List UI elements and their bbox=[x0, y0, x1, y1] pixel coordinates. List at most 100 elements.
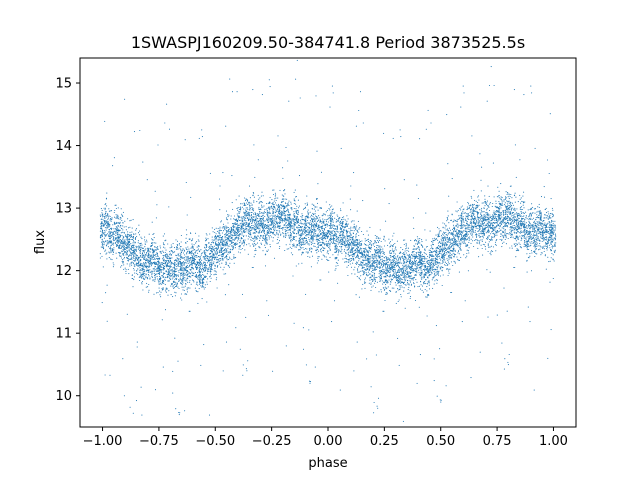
data-point bbox=[100, 236, 102, 239]
data-point bbox=[304, 247, 307, 250]
data-point bbox=[291, 247, 293, 250]
data-point bbox=[206, 256, 208, 258]
data-point bbox=[323, 247, 325, 249]
data-point bbox=[335, 239, 338, 241]
data-point bbox=[236, 207, 238, 210]
data-point bbox=[288, 236, 290, 238]
data-point bbox=[236, 232, 238, 234]
data-point bbox=[229, 243, 231, 245]
data-point bbox=[142, 273, 145, 276]
data-point bbox=[277, 215, 279, 217]
data-point bbox=[243, 229, 245, 231]
data-point bbox=[236, 228, 238, 230]
data-point bbox=[310, 266, 312, 268]
data-point bbox=[158, 283, 160, 285]
data-point bbox=[225, 233, 227, 235]
data-point bbox=[295, 216, 297, 218]
data-point bbox=[277, 205, 279, 207]
data-point bbox=[171, 251, 173, 253]
data-point bbox=[295, 219, 297, 221]
data-point bbox=[238, 225, 240, 227]
data-point bbox=[124, 240, 126, 242]
data-point bbox=[182, 252, 185, 254]
data-point bbox=[111, 217, 113, 219]
data-point bbox=[182, 276, 184, 278]
data-point bbox=[295, 203, 297, 205]
data-point bbox=[290, 220, 292, 222]
data-point bbox=[310, 227, 312, 229]
data-point bbox=[258, 228, 260, 230]
data-point bbox=[296, 245, 298, 247]
data-point bbox=[224, 239, 226, 241]
data-point bbox=[109, 252, 111, 254]
data-point bbox=[113, 228, 115, 230]
data-point bbox=[182, 273, 184, 275]
data-point bbox=[256, 237, 258, 239]
data-point bbox=[274, 234, 276, 236]
data-point bbox=[316, 236, 318, 238]
data-point bbox=[299, 235, 302, 237]
data-point bbox=[180, 275, 182, 277]
data-point bbox=[190, 273, 192, 275]
data-point bbox=[301, 232, 303, 234]
data-point bbox=[180, 241, 182, 243]
data-point bbox=[309, 382, 311, 384]
data-point bbox=[205, 257, 207, 259]
data-point bbox=[191, 255, 193, 257]
data-point bbox=[207, 278, 209, 280]
data-point bbox=[346, 249, 348, 251]
data-point bbox=[239, 211, 241, 213]
data-point bbox=[296, 226, 298, 228]
data-point bbox=[262, 239, 264, 241]
data-point bbox=[349, 244, 351, 246]
data-point bbox=[111, 235, 113, 237]
data-point bbox=[117, 238, 119, 240]
data-point bbox=[246, 207, 248, 209]
data-point bbox=[332, 235, 334, 237]
data-point bbox=[258, 246, 260, 248]
data-point bbox=[267, 215, 269, 217]
data-point bbox=[249, 229, 252, 231]
data-point bbox=[253, 192, 255, 194]
data-point bbox=[198, 264, 200, 266]
data-point bbox=[225, 231, 228, 233]
data-point bbox=[175, 292, 177, 294]
data-point bbox=[293, 213, 295, 215]
data-point bbox=[345, 229, 347, 231]
data-point bbox=[274, 220, 276, 222]
data-point bbox=[334, 239, 336, 241]
data-point bbox=[260, 215, 262, 218]
data-point bbox=[217, 246, 219, 248]
data-point bbox=[241, 242, 243, 244]
data-point bbox=[192, 272, 194, 274]
data-point bbox=[100, 226, 102, 228]
data-point bbox=[119, 234, 121, 236]
data-point bbox=[329, 226, 332, 228]
data-point bbox=[242, 230, 245, 233]
data-point bbox=[186, 262, 188, 264]
data-point bbox=[326, 243, 328, 245]
data-point bbox=[165, 256, 167, 258]
data-point bbox=[137, 246, 139, 248]
data-point bbox=[170, 244, 172, 246]
data-point bbox=[116, 217, 118, 219]
data-point bbox=[344, 219, 346, 221]
data-point bbox=[172, 277, 174, 279]
data-point bbox=[128, 244, 130, 246]
data-point bbox=[222, 250, 225, 252]
data-point bbox=[226, 243, 229, 245]
data-point bbox=[209, 270, 211, 273]
data-point bbox=[284, 219, 286, 221]
data-point bbox=[150, 258, 152, 260]
data-point bbox=[347, 274, 349, 277]
data-point bbox=[200, 275, 203, 277]
data-point bbox=[198, 288, 200, 290]
data-point bbox=[269, 208, 271, 210]
data-point bbox=[198, 137, 200, 139]
data-point bbox=[240, 209, 242, 211]
data-point bbox=[218, 198, 221, 200]
data-point bbox=[244, 222, 246, 224]
data-point bbox=[244, 203, 246, 205]
data-point bbox=[265, 237, 267, 239]
data-point bbox=[328, 243, 330, 245]
